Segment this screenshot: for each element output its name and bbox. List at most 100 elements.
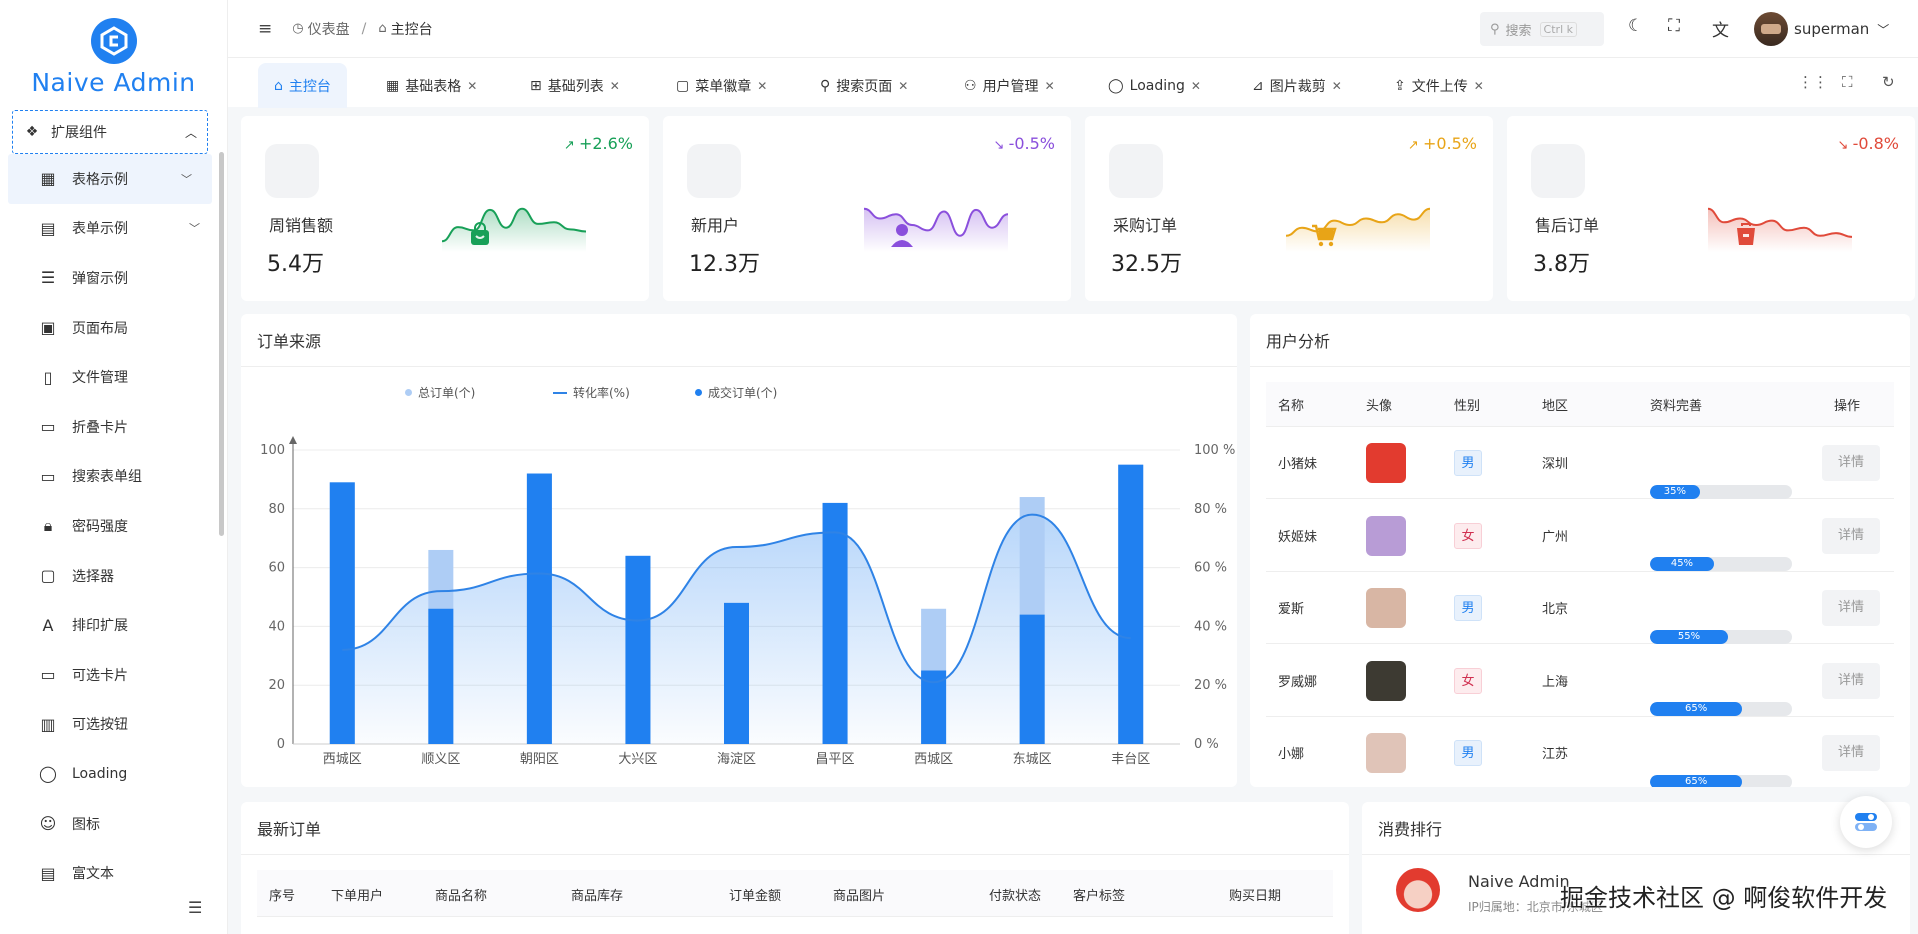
menu-fold-icon[interactable]: ≡: [258, 18, 273, 39]
column-header: 头像: [1366, 398, 1393, 414]
rate-line: [342, 513, 1131, 684]
stat-card[interactable]: 新用户 12.3万 ↘ -0.5%: [663, 116, 1071, 301]
y2-tick-label: 20 %: [1194, 678, 1227, 693]
menu-group-extensions[interactable]: ❖ 扩展组件 ︿: [12, 110, 208, 154]
detail-button[interactable]: 详情: [1822, 735, 1880, 772]
close-icon[interactable]: ✕: [1331, 78, 1342, 93]
select-icon: ▢: [40, 566, 56, 586]
ranking-name[interactable]: Naive Admin: [1468, 872, 1570, 891]
column-header: 操作: [1834, 398, 1861, 414]
collapse-menu-icon[interactable]: ☰: [188, 898, 203, 917]
detail-button[interactable]: 详情: [1822, 445, 1880, 481]
search-icon: ⚲: [1490, 21, 1500, 37]
tab[interactable]: ▦ 基础表格 ✕: [386, 63, 477, 108]
sidebar-item[interactable]: ▭ 可选卡片: [0, 650, 220, 700]
sidebar-item[interactable]: ▦ 表格示例 ﹀: [8, 154, 212, 204]
sidebar-item-label: 弹窗示例: [72, 270, 128, 287]
sidebar-item[interactable]: ◯ Loading: [0, 749, 220, 799]
close-icon[interactable]: ✕: [609, 78, 620, 93]
bar-deal[interactable]: [329, 482, 355, 744]
sidebar-item[interactable]: 🔒︎ 密码强度: [0, 501, 220, 551]
expand-icon[interactable]: ⛶: [1842, 73, 1853, 91]
tab[interactable]: ⚇ 用户管理 ✕: [964, 63, 1055, 108]
close-icon[interactable]: ✕: [467, 78, 478, 93]
close-icon[interactable]: ✕: [1044, 78, 1055, 93]
detail-button[interactable]: 详情: [1822, 590, 1880, 627]
stat-card[interactable]: 周销售额 5.4万 ↗ +2.6%: [241, 116, 649, 301]
legend-item-deal[interactable]: 成交订单(个): [695, 384, 777, 401]
bar-deal[interactable]: [1118, 464, 1144, 744]
sidebar-item[interactable]: A 排印扩展: [0, 600, 220, 650]
stat-trend-value: -0.5%: [1008, 134, 1055, 153]
apps-icon[interactable]: ⋮⋮: [1798, 73, 1828, 91]
sparkline-line: [1285, 207, 1431, 237]
sidebar-scrollbar[interactable]: [219, 152, 224, 536]
tab[interactable]: ⊞ 基础列表 ✕: [530, 63, 620, 108]
stat-card[interactable]: 采购订单 32.5万 ↗ +0.5%: [1085, 116, 1493, 301]
logo[interactable]: Naive Admin: [0, 0, 227, 108]
sidebar-item[interactable]: ☺ 图标: [0, 799, 220, 849]
tab[interactable]: ◯ Loading ✕: [1108, 63, 1201, 108]
sidebar-item-label: 表格示例: [72, 171, 128, 188]
moon-icon[interactable]: ☾: [1628, 16, 1644, 36]
tab[interactable]: ▢ 菜单徽章 ✕: [676, 63, 767, 108]
card-title: 最新订单: [257, 820, 322, 839]
progress-fill: 35%: [1650, 484, 1700, 499]
bar-deal[interactable]: [1019, 614, 1045, 744]
tab[interactable]: ⚲ 搜索页面 ✕: [820, 63, 908, 108]
table-header: 名称 头像 性别 地区 资料完善 操作: [1266, 382, 1894, 427]
bar-deal[interactable]: [428, 608, 454, 744]
stat-label: 售后订单: [1535, 216, 1600, 235]
user-menu[interactable]: superman ﹀: [1754, 12, 1889, 46]
legend-item-total[interactable]: 总订单(个): [405, 384, 475, 401]
tab[interactable]: ⊿ 图片裁剪 ✕: [1252, 63, 1342, 108]
refresh-icon[interactable]: ↻: [1882, 73, 1895, 91]
divider: [241, 854, 1349, 855]
close-icon[interactable]: ✕: [1190, 78, 1201, 93]
close-icon[interactable]: ✕: [898, 78, 909, 93]
sidebar-item[interactable]: ▥ 可选按钮: [0, 700, 220, 750]
bar-deal[interactable]: [724, 602, 749, 744]
tab[interactable]: ⌂ 主控台: [258, 63, 347, 108]
bar-deal[interactable]: [822, 502, 848, 744]
tab[interactable]: ⇪ 文件上传 ✕: [1394, 63, 1484, 108]
gender-tag: 男: [1454, 740, 1482, 767]
avatar: [1366, 515, 1406, 556]
breadcrumb-item[interactable]: 仪表盘: [307, 21, 350, 38]
settings-toggle-icon[interactable]: [1840, 796, 1892, 848]
legend-item-rate[interactable]: 转化率(%): [553, 384, 630, 401]
breadcrumb-current[interactable]: 主控台: [390, 21, 433, 38]
logo-icon: [90, 18, 137, 64]
chevron-up-icon: ︿: [184, 125, 197, 140]
sidebar-item-label: 密码强度: [72, 518, 128, 535]
search-box[interactable]: ⚲ 搜索 Ctrl k: [1480, 12, 1604, 46]
column-header: 购买日期: [1229, 889, 1282, 904]
menu-group-label: 扩展组件: [51, 125, 107, 141]
sidebar-item[interactable]: ▯ 文件管理: [0, 352, 220, 402]
stat-card[interactable]: 售后订单 3.8万 ↘ -0.8%: [1507, 116, 1915, 301]
bar-deal[interactable]: [526, 473, 552, 744]
ranking-card: 消费排行 Naive Admin IP归属地：北京市/东城区: [1362, 802, 1910, 934]
sidebar-item[interactable]: ▤ 表单示例 ﹀: [0, 204, 220, 254]
sidebar-item[interactable]: ▣ 页面布局: [0, 303, 220, 353]
bar-deal[interactable]: [625, 555, 651, 744]
detail-button[interactable]: 详情: [1822, 662, 1880, 699]
tab-label: 用户管理: [982, 78, 1039, 95]
fullscreen-icon[interactable]: ⛶: [1668, 16, 1680, 36]
order-source-card: 订单来源 总订单(个) 转化率(%) 成交订单(个) 0 0 % 20 20 % 40 4…: [241, 314, 1237, 787]
column-header: 商品库存: [571, 889, 624, 904]
legend-label: 转化率(%): [573, 386, 630, 400]
column-header: 商品名称: [435, 889, 488, 904]
sidebar-item[interactable]: ☰ 弹窗示例: [0, 253, 220, 303]
close-icon[interactable]: ✕: [757, 78, 768, 93]
badge-icon: ▢: [676, 77, 690, 94]
translate-icon[interactable]: 文: [1712, 21, 1729, 41]
detail-button[interactable]: 详情: [1822, 517, 1880, 554]
y2-tick-label: 60 %: [1194, 561, 1227, 576]
close-icon[interactable]: ✕: [1473, 78, 1484, 93]
sidebar-item[interactable]: ▭ 折叠卡片: [0, 402, 220, 452]
sidebar-item[interactable]: ▤ 富文本: [0, 848, 220, 898]
sidebar-item[interactable]: ▢ 选择器: [0, 551, 220, 601]
sidebar-item[interactable]: ▭ 搜索表单组: [0, 452, 220, 502]
collapse-card-icon: ▭: [40, 417, 56, 437]
